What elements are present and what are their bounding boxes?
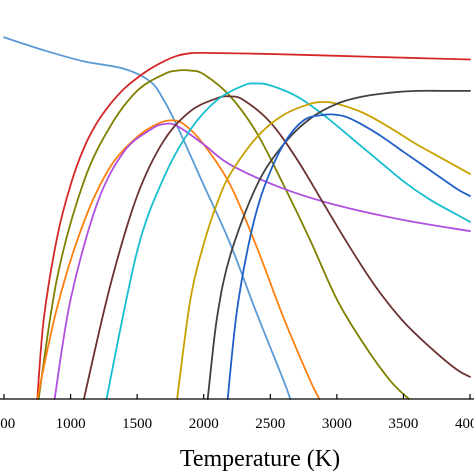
series-line-4 [36, 119, 321, 400]
series-line-10 [226, 113, 471, 400]
series-line-7 [105, 82, 471, 400]
x-tick-label: 1500 [122, 416, 152, 432]
x-tick-label: 3500 [388, 416, 418, 432]
x-tick-layer: 500 1000 1500 2000 2500 3000 3500 4000 [0, 394, 474, 432]
series-line-8 [176, 101, 471, 400]
x-tick-label: 2000 [189, 416, 219, 432]
series-layer [3, 36, 471, 400]
x-tick-label: 4000 [455, 416, 474, 432]
x-tick-label: 3000 [322, 416, 352, 432]
x-tick-label: 500 [0, 416, 15, 432]
x-tick-label: 1000 [56, 416, 86, 432]
x-tick-label: 2500 [255, 416, 285, 432]
x-axis-title: Temperature (K) [180, 446, 340, 472]
series-line-6 [83, 95, 471, 400]
series-line-9 [206, 89, 471, 400]
series-line-1 [3, 36, 292, 400]
series-line-3 [37, 69, 410, 400]
series-line-2 [36, 51, 471, 400]
